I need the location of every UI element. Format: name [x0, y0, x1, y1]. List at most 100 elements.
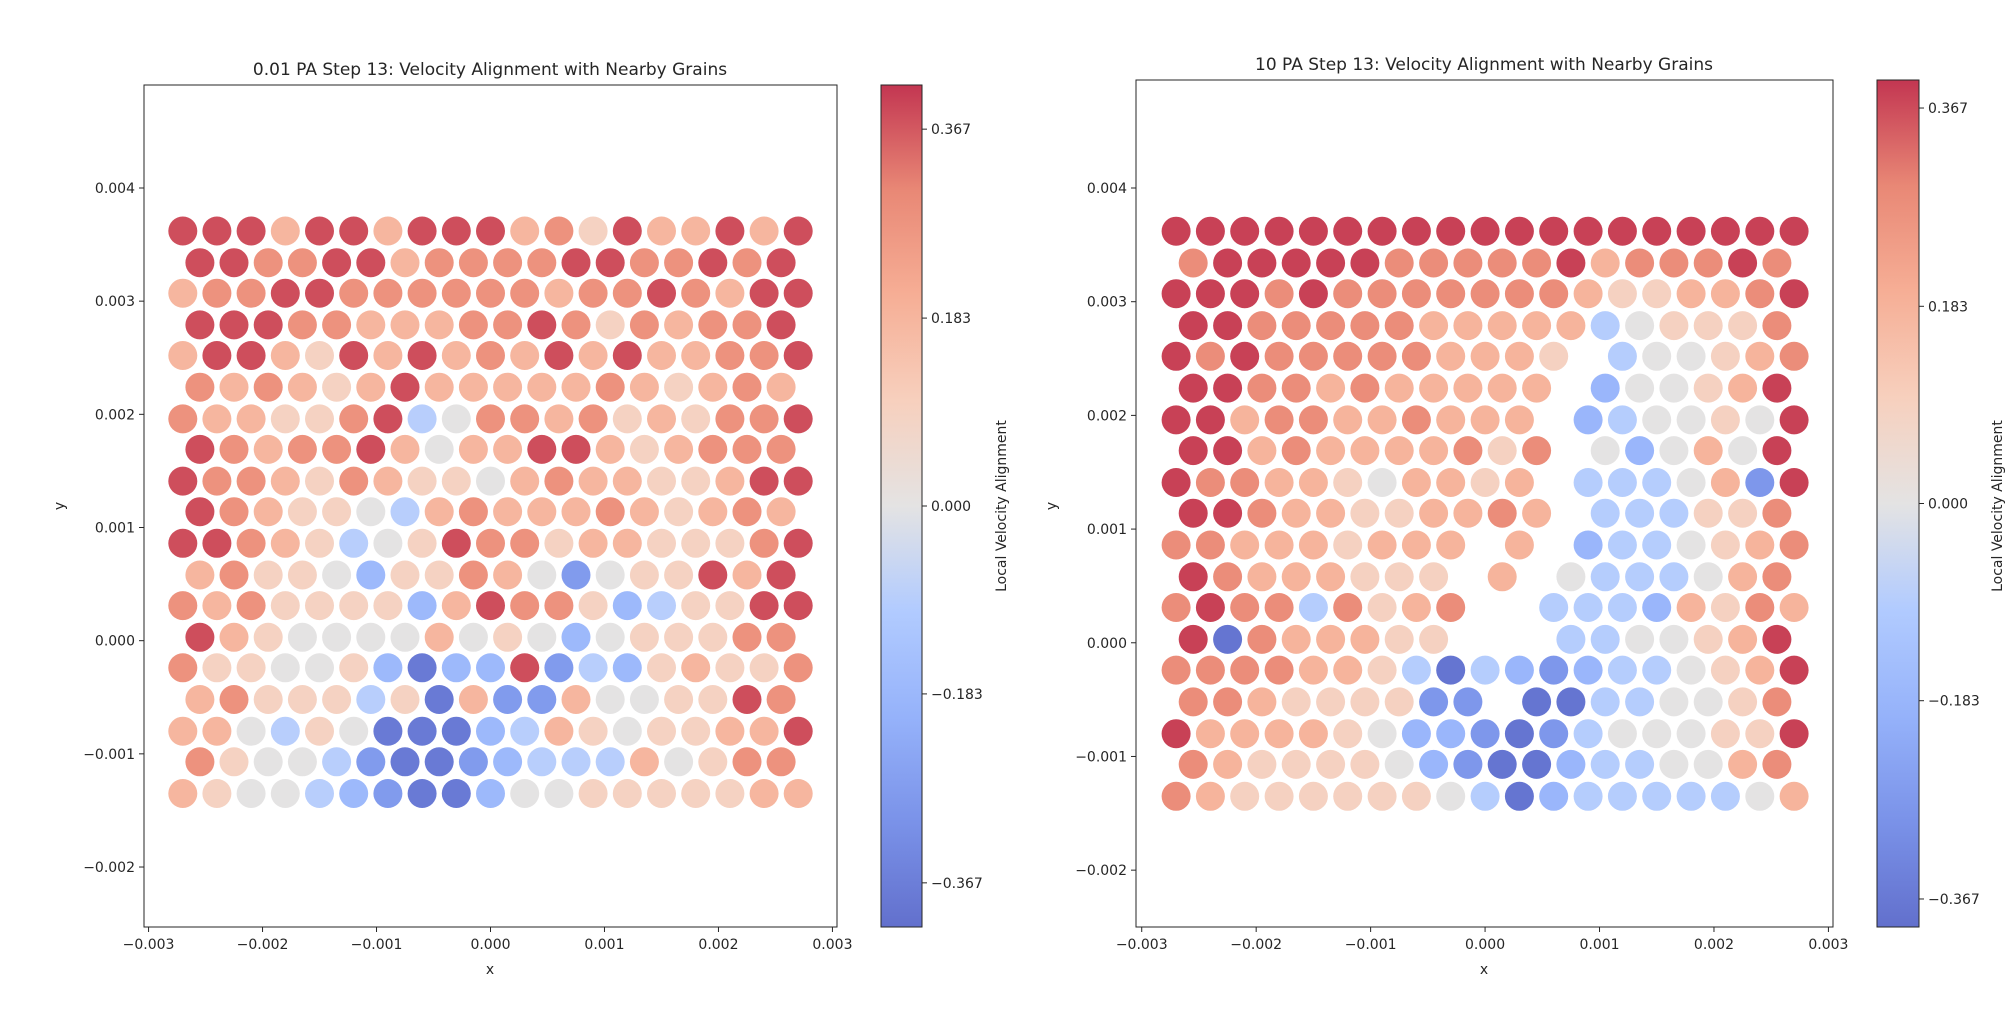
- grain-point: [1247, 373, 1277, 403]
- axes-frame: [1135, 79, 1834, 928]
- grain-point: [287, 310, 317, 340]
- grain-point: [1281, 687, 1311, 717]
- grain-point: [1333, 279, 1363, 309]
- y-tick-label: 0.004: [1087, 181, 1127, 197]
- grain-point: [1230, 405, 1260, 435]
- grain-point: [1676, 279, 1706, 309]
- grain-point: [424, 310, 454, 340]
- grain-point: [510, 404, 540, 434]
- grain-point: [629, 497, 659, 527]
- grain-point: [510, 716, 540, 746]
- grain-point: [749, 653, 779, 683]
- grain-point: [441, 278, 471, 308]
- grain-point: [219, 560, 249, 590]
- y-tick-label: −0.001: [1075, 749, 1127, 765]
- grain-point: [1453, 749, 1483, 779]
- grain-point: [1642, 468, 1672, 497]
- grain-point: [1213, 749, 1243, 779]
- grain-point: [390, 497, 420, 527]
- grain-point: [1213, 248, 1243, 278]
- grain-point: [783, 341, 813, 370]
- grain-point: [253, 497, 283, 527]
- grain-point: [322, 685, 352, 714]
- grain-point: [339, 591, 369, 621]
- grain-point: [1367, 341, 1397, 371]
- grain-point: [493, 372, 523, 402]
- grain-point: [1195, 341, 1225, 371]
- grain-point: [1487, 498, 1517, 528]
- grain-point: [612, 404, 642, 434]
- grain-point: [407, 404, 437, 434]
- grain-point: [1161, 655, 1191, 685]
- grain-point: [629, 248, 659, 278]
- grain-point: [1470, 719, 1500, 749]
- grain-point: [595, 622, 625, 652]
- colorbar: [1876, 79, 1920, 928]
- grain-point: [1779, 593, 1809, 622]
- grain-point: [339, 341, 369, 370]
- grain-point: [305, 653, 334, 683]
- grain-point: [202, 779, 232, 808]
- grain-point: [561, 434, 591, 464]
- grain-point: [339, 528, 369, 558]
- grain-point: [1333, 593, 1363, 622]
- grain-point: [715, 716, 745, 746]
- grain-point: [732, 497, 762, 527]
- grain-point: [441, 653, 471, 683]
- grain-point: [458, 560, 488, 590]
- grain-point: [1487, 248, 1517, 278]
- grain-point: [1710, 405, 1740, 435]
- grain-point: [168, 341, 198, 370]
- grain-point: [510, 653, 540, 683]
- grain-point: [783, 779, 813, 808]
- x-tick-label: 0.002: [1694, 937, 1734, 953]
- grain-point: [1642, 405, 1672, 435]
- grain-point: [493, 497, 523, 527]
- grain-point: [287, 560, 317, 590]
- grain-point: [1573, 530, 1603, 560]
- grain-point: [783, 716, 813, 746]
- grain-point: [1470, 341, 1500, 371]
- grain-point: [1281, 436, 1311, 466]
- grain-point: [1779, 719, 1809, 749]
- grain-point: [681, 466, 711, 496]
- grain-point: [339, 278, 369, 308]
- grain-point: [219, 248, 249, 278]
- x-tick-label: 0.000: [470, 937, 510, 953]
- grain-point: [1504, 405, 1534, 435]
- grain-point: [1522, 311, 1552, 341]
- grain-point: [1676, 468, 1706, 497]
- grain-point: [476, 716, 505, 746]
- grain-point: [766, 248, 796, 278]
- grain-point: [1728, 248, 1758, 278]
- grain-point: [664, 685, 694, 714]
- grain-point: [1161, 781, 1191, 811]
- x-tick-label: 0.001: [584, 937, 624, 953]
- grain-point: [1350, 311, 1380, 341]
- grain-point: [305, 341, 334, 370]
- grain-point: [1213, 373, 1243, 403]
- grain-point: [647, 528, 676, 558]
- grain-point: [612, 466, 642, 496]
- grain-point: [578, 466, 608, 496]
- grain-point: [1264, 468, 1294, 497]
- grain-point: [510, 591, 540, 621]
- grain-point: [1195, 530, 1225, 560]
- grain-point: [1522, 498, 1552, 528]
- grain-point: [1247, 749, 1277, 779]
- grain-point: [458, 310, 488, 340]
- grain-point: [681, 591, 711, 621]
- grain-point: [510, 341, 540, 370]
- grain-point: [424, 622, 454, 652]
- grain-point: [1728, 436, 1758, 466]
- grain-point: [664, 622, 694, 652]
- grain-point: [287, 434, 317, 464]
- grain-point: [1659, 749, 1689, 779]
- grain-point: [578, 404, 608, 434]
- grain-point: [322, 560, 352, 590]
- grain-point: [664, 497, 694, 527]
- grain-point: [1590, 624, 1620, 654]
- colorbar-tick-label: 0.367: [1928, 101, 1968, 117]
- grain-point: [1504, 341, 1534, 371]
- colorbar-tick-label: −0.183: [931, 687, 983, 703]
